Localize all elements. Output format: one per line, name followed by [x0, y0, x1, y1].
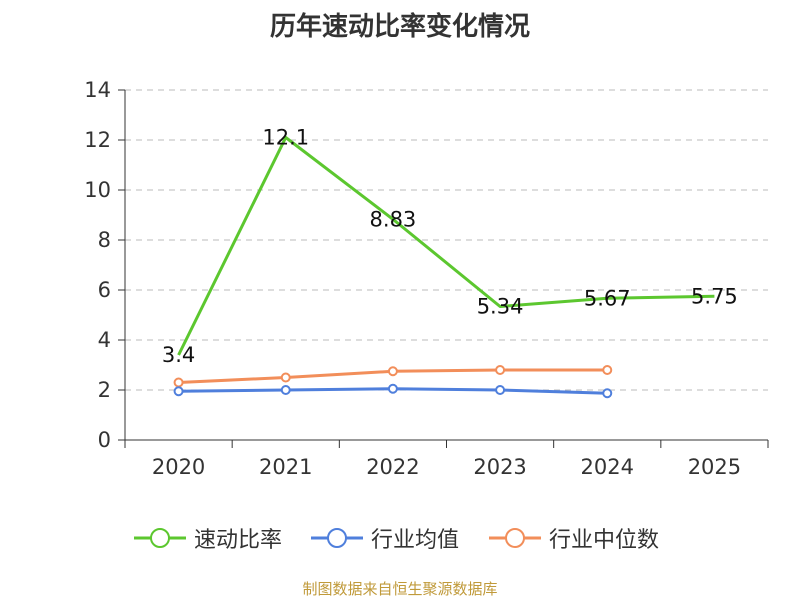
series — [173, 136, 715, 399]
y-tick-label: 6 — [98, 278, 111, 302]
data-point — [602, 365, 613, 375]
data-point — [280, 385, 291, 395]
legend-swatch-icon — [134, 528, 186, 548]
y-tick-label: 0 — [98, 428, 111, 452]
legend-item[interactable]: 行业均值 — [311, 518, 459, 558]
legend-item[interactable]: 行业中位数 — [489, 518, 659, 558]
x-tick-label: 2022 — [366, 455, 419, 479]
data-label: 5.75 — [691, 284, 738, 308]
legend-label: 行业中位数 — [549, 528, 660, 553]
data-labels: 3.4 12.1 8.83 5.34 5.67 5.75 — [162, 126, 738, 368]
data-point — [173, 386, 184, 397]
data-point — [495, 385, 506, 395]
data-point — [387, 383, 398, 394]
legend-swatch-icon — [311, 528, 363, 548]
legend-label: 行业均值 — [371, 528, 460, 553]
legend-item[interactable]: 速动比率 — [134, 518, 282, 558]
y-tick-label: 10 — [84, 178, 111, 202]
x-tick-label: 2023 — [473, 455, 526, 479]
y-tick-label: 12 — [84, 128, 111, 152]
data-point — [387, 366, 398, 377]
data-label: 12.1 — [262, 126, 309, 150]
data-label: 3.4 — [162, 343, 195, 367]
x-tick-label: 2024 — [581, 455, 634, 479]
grid-lines — [125, 89, 768, 391]
legend-label: 速动比率 — [194, 528, 283, 553]
x-tick-label: 2025 — [688, 455, 741, 479]
source-footer: 制图数据来自恒生聚源数据库 — [302, 580, 498, 598]
legend-swatch-icon — [489, 528, 541, 548]
y-tick-label: 4 — [98, 328, 111, 352]
line-chart: 0 2 4 6 8 10 12 14 2020 2021 2022 2023 2024 2025 3.4 1… — [84, 78, 769, 479]
y-tick-label: 2 — [98, 378, 111, 402]
data-point — [173, 377, 184, 388]
y-tick-label: 8 — [98, 228, 111, 252]
series-line — [177, 136, 715, 356]
data-point — [602, 388, 613, 399]
axes: 0 2 4 6 8 10 12 14 2020 2021 2022 2023 2024 2025 — [84, 78, 769, 479]
data-label: 5.67 — [584, 286, 631, 310]
data-label: 5.34 — [477, 295, 524, 319]
legend: 速动比率 行业均值 行业中位数 — [0, 518, 800, 558]
data-label: 8.83 — [370, 207, 417, 231]
x-tick-label: 2020 — [152, 455, 205, 479]
x-tick-label: 2021 — [259, 455, 312, 479]
data-point — [280, 372, 291, 383]
data-point — [495, 365, 506, 375]
y-tick-label: 14 — [84, 78, 111, 102]
chart-title: 历年速动比率变化情况 — [269, 12, 530, 42]
